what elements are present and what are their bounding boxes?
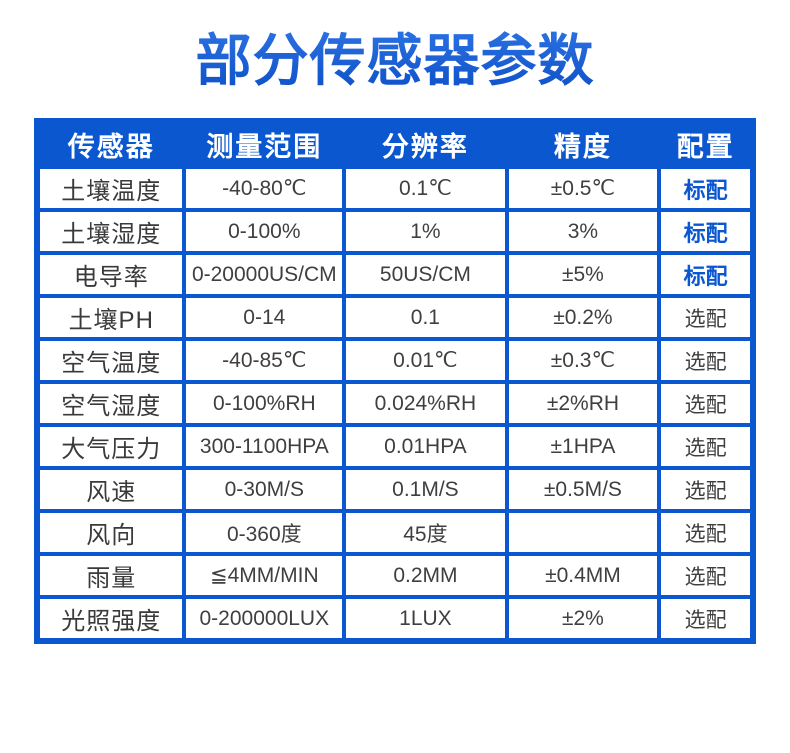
- header-config: 配置: [657, 119, 755, 169]
- range-cell: 0-200000LUX: [182, 595, 347, 643]
- sensor-name-cell: 土壤温度: [34, 165, 187, 212]
- sensor-name-cell: 空气湿度: [34, 380, 187, 427]
- table-row: 土壤PH 0-14 0.1 ±0.2% 选配: [34, 294, 755, 341]
- resolution-cell: 0.2MM: [342, 552, 509, 599]
- table-row: 土壤湿度 0-100% 1% 3% 标配: [34, 208, 755, 255]
- resolution-cell: 0.1: [342, 294, 509, 341]
- header-accuracy: 精度: [504, 119, 662, 169]
- header-range: 测量范围: [182, 119, 347, 169]
- resolution-cell: 1%: [342, 208, 509, 255]
- table-row: 电导率 0-20000US/CM 50US/CM ±5% 标配: [34, 251, 755, 298]
- config-cell: 选配: [657, 294, 755, 341]
- sensor-name-cell: 雨量: [34, 552, 187, 599]
- resolution-cell: 0.01℃: [342, 337, 509, 384]
- resolution-cell: 45度: [342, 509, 509, 556]
- range-cell: 300-1100HPA: [182, 423, 347, 470]
- resolution-cell: 0.1M/S: [342, 466, 509, 513]
- config-cell: 标配: [657, 165, 755, 212]
- accuracy-cell: ±2%RH: [504, 380, 662, 427]
- config-cell: 标配: [657, 251, 755, 298]
- config-cell: 选配: [657, 595, 755, 643]
- page-title: 部分传感器参数: [0, 0, 790, 92]
- resolution-cell: 0.01HPA: [342, 423, 509, 470]
- accuracy-cell: ±0.5M/S: [504, 466, 662, 513]
- config-cell: 标配: [657, 208, 755, 255]
- sensor-name-cell: 大气压力: [34, 423, 187, 470]
- sensor-spec-table: 传感器 测量范围 分辨率 精度 配置 土壤温度 -40-80℃ 0.1℃ ±0.…: [34, 118, 756, 644]
- table-row: 光照强度 0-200000LUX 1LUX ±2% 选配: [34, 595, 755, 643]
- table-row: 空气湿度 0-100%RH 0.024%RH ±2%RH 选配: [34, 380, 755, 427]
- table-header-row: 传感器 测量范围 分辨率 精度 配置: [34, 119, 755, 169]
- sensor-name-cell: 电导率: [34, 251, 187, 298]
- sensor-name-cell: 土壤湿度: [34, 208, 187, 255]
- range-cell: 0-360度: [182, 509, 347, 556]
- sensor-name-cell: 土壤PH: [34, 294, 187, 341]
- range-cell: 0-20000US/CM: [182, 251, 347, 298]
- header-sensor: 传感器: [34, 119, 187, 169]
- sensor-name-cell: 空气温度: [34, 337, 187, 384]
- table-row: 风向 0-360度 45度 选配: [34, 509, 755, 556]
- range-cell: -40-80℃: [182, 165, 347, 212]
- header-resolution: 分辨率: [342, 119, 509, 169]
- range-cell: 0-14: [182, 294, 347, 341]
- table-row: 空气温度 -40-85℃ 0.01℃ ±0.3℃ 选配: [34, 337, 755, 384]
- accuracy-cell: ±0.5℃: [504, 165, 662, 212]
- config-cell: 选配: [657, 337, 755, 384]
- resolution-cell: 1LUX: [342, 595, 509, 643]
- sensor-name-cell: 光照强度: [34, 595, 187, 643]
- range-cell: 0-100%RH: [182, 380, 347, 427]
- resolution-cell: 0.024%RH: [342, 380, 509, 427]
- range-cell: 0-100%: [182, 208, 347, 255]
- range-cell: 0-30M/S: [182, 466, 347, 513]
- range-cell: -40-85℃: [182, 337, 347, 384]
- accuracy-cell: ±0.3℃: [504, 337, 662, 384]
- config-cell: 选配: [657, 423, 755, 470]
- range-cell: ≦4MM/MIN: [182, 552, 347, 599]
- config-cell: 选配: [657, 509, 755, 556]
- accuracy-cell: ±2%: [504, 595, 662, 643]
- accuracy-cell: ±1HPA: [504, 423, 662, 470]
- table-row: 风速 0-30M/S 0.1M/S ±0.5M/S 选配: [34, 466, 755, 513]
- sensor-name-cell: 风向: [34, 509, 187, 556]
- config-cell: 选配: [657, 466, 755, 513]
- table-row: 雨量 ≦4MM/MIN 0.2MM ±0.4MM 选配: [34, 552, 755, 599]
- accuracy-cell: ±0.4MM: [504, 552, 662, 599]
- accuracy-cell: ±5%: [504, 251, 662, 298]
- config-cell: 选配: [657, 380, 755, 427]
- config-cell: 选配: [657, 552, 755, 599]
- resolution-cell: 50US/CM: [342, 251, 509, 298]
- table-row: 大气压力 300-1100HPA 0.01HPA ±1HPA 选配: [34, 423, 755, 470]
- accuracy-cell: [504, 509, 662, 556]
- sensor-name-cell: 风速: [34, 466, 187, 513]
- resolution-cell: 0.1℃: [342, 165, 509, 212]
- accuracy-cell: 3%: [504, 208, 662, 255]
- table-row: 土壤温度 -40-80℃ 0.1℃ ±0.5℃ 标配: [34, 165, 755, 212]
- accuracy-cell: ±0.2%: [504, 294, 662, 341]
